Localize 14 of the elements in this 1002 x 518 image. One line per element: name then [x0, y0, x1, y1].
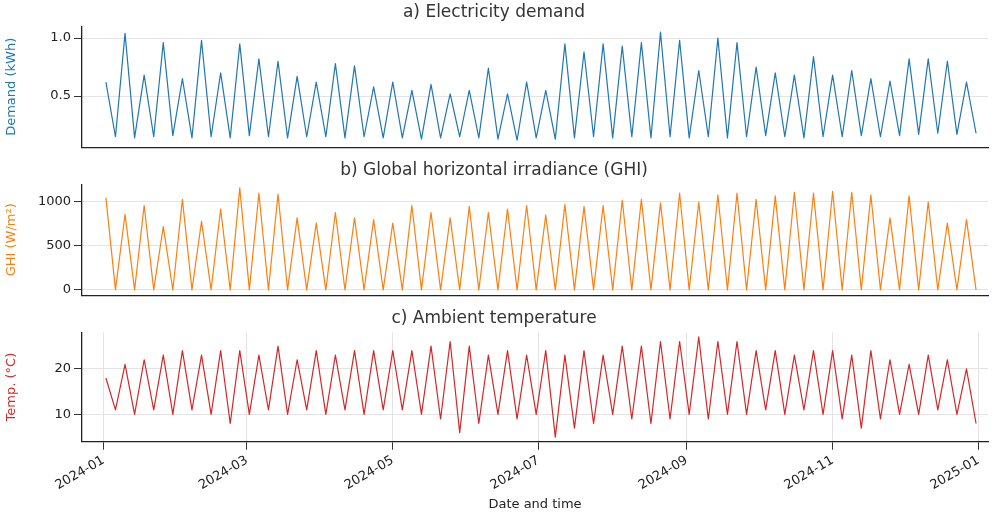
y-axis-title: Temp. (°C)	[3, 352, 19, 423]
y-tick-label: 0	[62, 281, 71, 297]
y-axis-title: GHI (W/m²)	[3, 203, 19, 277]
x-axis-title: Date and time	[488, 495, 582, 511]
y-tick-label: 0.5	[50, 87, 71, 103]
y-tick-label: 1000	[37, 193, 71, 209]
chart-title: b) Global horizontal irradiance (GHI)	[340, 158, 648, 179]
chart-title: a) Electricity demand	[402, 0, 586, 21]
y-tick-label: 1.0	[50, 29, 71, 45]
y-axis-title: Demand (kWh)	[3, 37, 19, 136]
y-tick-label: 20	[54, 360, 71, 376]
y-tick-label: 10	[54, 405, 71, 421]
chart-title: c) Ambient temperature	[391, 306, 597, 327]
y-tick-label: 500	[46, 237, 71, 253]
